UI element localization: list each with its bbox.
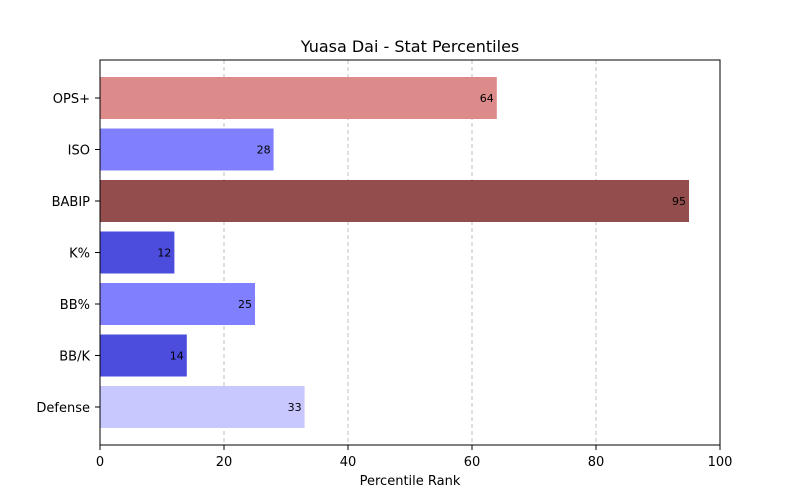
x-tick-label: 60 xyxy=(464,455,481,470)
bar-value-label: 95 xyxy=(672,195,686,208)
y-tick-label: Defense xyxy=(36,401,90,416)
bar-value-label: 25 xyxy=(238,298,252,311)
y-axis: OPS+ ISO BABIP K% BB% BB/K Defense xyxy=(36,92,100,416)
x-tick-label: 100 xyxy=(708,455,733,470)
bars xyxy=(100,77,689,428)
bar-value-label: 12 xyxy=(157,247,171,260)
y-tick-label: BB% xyxy=(60,298,90,313)
x-axis-label: Percentile Rank xyxy=(360,474,461,489)
bar-value-label: 14 xyxy=(170,350,184,363)
x-tick-label: 20 xyxy=(216,455,233,470)
value-labels: 64 28 95 12 25 14 33 xyxy=(157,92,686,414)
bar-bb- xyxy=(100,283,255,325)
y-tick-label: BB/K xyxy=(59,350,90,365)
x-tick-label: 80 xyxy=(588,455,605,470)
bar-bb-k xyxy=(100,334,187,377)
bar-value-label: 33 xyxy=(288,401,302,414)
bar-babip xyxy=(100,180,689,222)
bar-defense xyxy=(100,386,305,428)
bar-value-label: 64 xyxy=(480,92,494,105)
x-tick-label: 0 xyxy=(96,455,104,470)
bar-k- xyxy=(100,231,175,274)
x-tick-label: 40 xyxy=(340,455,357,470)
bar-ops- xyxy=(100,77,497,119)
y-tick-label: BABIP xyxy=(52,195,91,210)
y-tick-label: OPS+ xyxy=(53,92,90,107)
grid-lines xyxy=(223,60,597,445)
bar-value-label: 28 xyxy=(257,144,271,157)
chart-title: Yuasa Dai - Stat Percentiles xyxy=(300,37,520,56)
x-axis: 0 20 40 60 80 100 xyxy=(96,445,733,470)
bar-iso xyxy=(100,128,274,171)
y-tick-label: ISO xyxy=(68,144,90,159)
y-tick-label: K% xyxy=(69,247,90,262)
